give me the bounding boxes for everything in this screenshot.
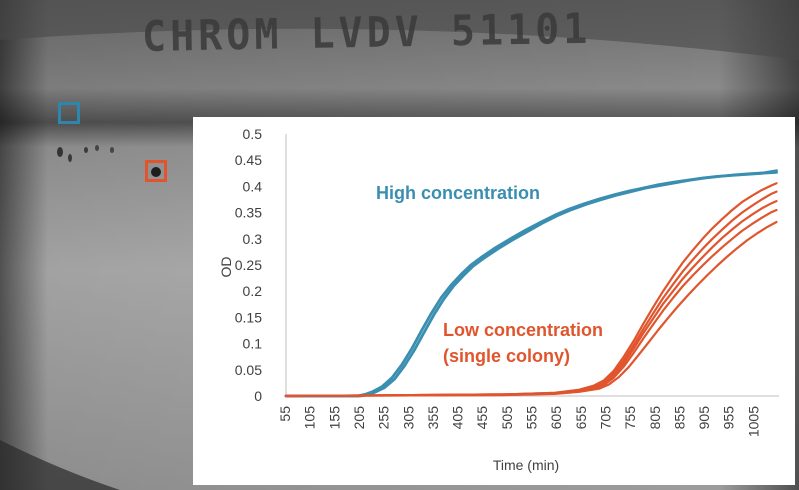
- x-tick-label: 405: [450, 406, 466, 430]
- growth-curve-chart: 0 0.05 0.1 0.15 0.2 0.25 0.3 0.35 0.4 0.45 0.5 55 10…: [218, 126, 779, 473]
- y-tick-label: 0.4: [243, 178, 263, 194]
- x-tick-label: 55: [277, 406, 293, 422]
- x-axis-label: Time (min): [493, 457, 559, 473]
- y-tick-label: 0: [254, 388, 262, 404]
- x-tick-label: 805: [647, 406, 663, 430]
- x-tick-label: 605: [548, 406, 564, 430]
- plate-label: CHROM LVDV 51101: [141, 4, 592, 62]
- x-tick-label: 655: [573, 406, 589, 430]
- series-line-high-2: [284, 169, 778, 398]
- x-tick-label: 455: [474, 406, 490, 430]
- x-tick-label: 355: [425, 406, 441, 430]
- high-concentration-marker: [58, 102, 80, 124]
- x-tick-label: 255: [376, 406, 392, 430]
- y-tick-label: 0.2: [243, 283, 263, 299]
- x-tick-label: 855: [671, 406, 687, 430]
- x-tick-label: 105: [302, 406, 318, 430]
- x-tick-label: 755: [622, 406, 638, 430]
- x-tick-label: 205: [351, 406, 367, 430]
- series-line-low-7: [284, 220, 778, 398]
- annotation-single-colony: (single colony): [443, 346, 570, 366]
- y-tick-label: 0.1: [243, 336, 263, 352]
- y-axis-label: OD: [218, 257, 234, 278]
- y-tick-label: 0.05: [235, 362, 262, 378]
- y-tick-label: 0.15: [235, 309, 262, 325]
- y-tick-label: 0.35: [235, 205, 262, 221]
- y-tick-label: 0.25: [235, 257, 262, 273]
- x-tick-label: 155: [326, 406, 342, 430]
- x-tick-label: 555: [524, 406, 540, 430]
- annotation-high-concentration: High concentration: [376, 183, 540, 203]
- y-tick-label: 0.45: [235, 152, 262, 168]
- y-tick-label: 0.3: [243, 231, 263, 247]
- x-tick-label: 955: [721, 406, 737, 430]
- low-concentration-marker: [145, 160, 167, 182]
- x-tick-label: 1005: [745, 406, 761, 437]
- x-tick-label: 905: [696, 406, 712, 430]
- chart-panel: 0 0.05 0.1 0.15 0.2 0.25 0.3 0.35 0.4 0.45 0.5 55 10…: [193, 117, 795, 485]
- x-tick-label: 705: [597, 406, 613, 430]
- x-tick-label: 305: [400, 406, 416, 430]
- annotation-low-concentration: Low concentration: [443, 320, 603, 340]
- x-tick-label: 505: [499, 406, 515, 430]
- y-tick-label: 0.5: [243, 126, 263, 142]
